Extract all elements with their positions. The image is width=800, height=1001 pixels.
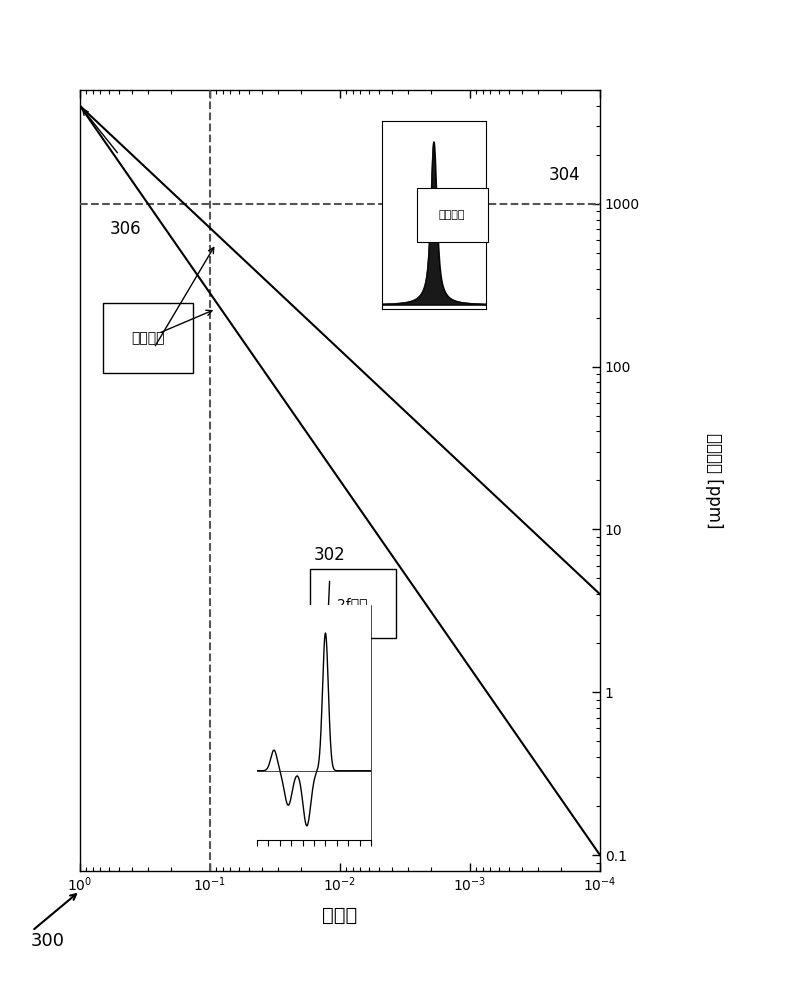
Text: 2f技术: 2f技术 bbox=[338, 597, 368, 611]
X-axis label: 灵敏度: 灵敏度 bbox=[322, 906, 358, 925]
Text: 302: 302 bbox=[314, 546, 346, 564]
Text: 306: 306 bbox=[110, 220, 141, 238]
Text: 校准区域: 校准区域 bbox=[131, 331, 165, 345]
Text: 304: 304 bbox=[548, 166, 580, 184]
Y-axis label: 种类浓度 [ppm]: 种类浓度 [ppm] bbox=[706, 432, 723, 529]
Text: 300: 300 bbox=[31, 932, 65, 950]
